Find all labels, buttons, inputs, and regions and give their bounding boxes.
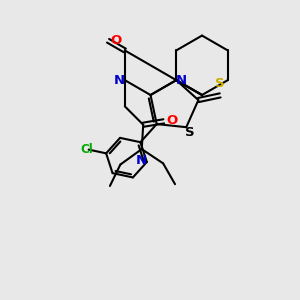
Text: N: N <box>136 154 147 167</box>
Text: S: S <box>215 77 225 90</box>
Text: S: S <box>185 126 194 140</box>
Text: N: N <box>176 74 187 87</box>
Text: N: N <box>114 74 125 87</box>
Text: Cl: Cl <box>80 143 93 156</box>
Text: O: O <box>166 114 177 127</box>
Text: O: O <box>110 34 122 47</box>
